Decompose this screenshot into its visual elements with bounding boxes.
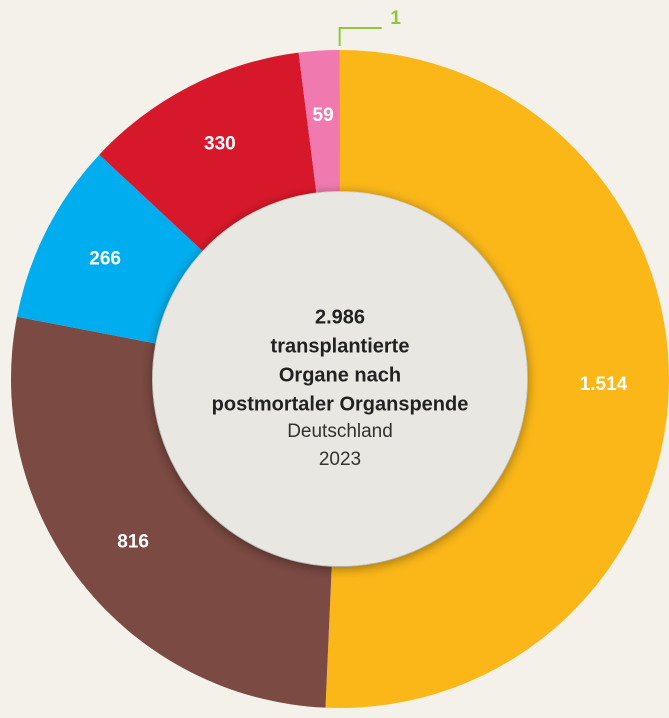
center-subtitle: Deutschland (287, 421, 393, 442)
center-disc (153, 192, 527, 566)
donut-slice (325, 50, 669, 708)
center-title: 2.986 (315, 306, 365, 328)
data-label: 59 (313, 105, 334, 126)
data-label: 1 (390, 8, 401, 29)
donut-slice (298, 50, 340, 193)
center-title: Organe nach (279, 364, 401, 386)
donut-slice (339, 50, 340, 192)
data-label: 816 (117, 531, 149, 552)
data-label: 330 (204, 134, 236, 155)
donut-slice (16, 154, 203, 344)
donut-slice (99, 52, 317, 251)
center-subtitle: 2023 (319, 449, 361, 470)
data-label: 266 (89, 249, 121, 270)
leader-line (338, 27, 382, 47)
center-title: transplantierte (271, 335, 410, 357)
donut-slice (10, 316, 332, 708)
data-label: 1.514 (580, 374, 628, 395)
center-title: postmortaler Organspende (212, 393, 469, 415)
